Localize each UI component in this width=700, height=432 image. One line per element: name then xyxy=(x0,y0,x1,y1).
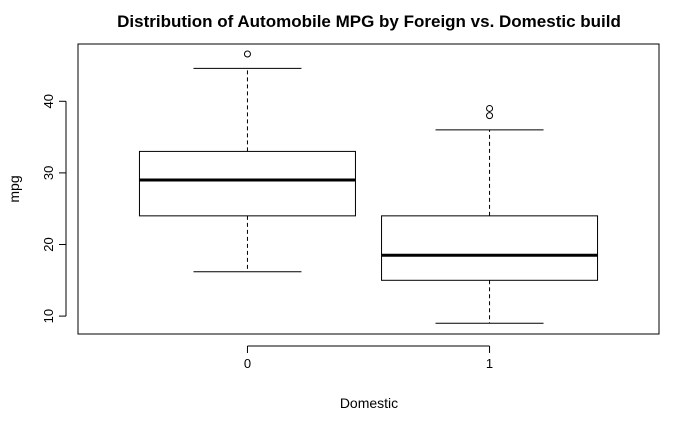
y-tick-label: 10 xyxy=(41,309,56,323)
y-tick-label: 40 xyxy=(41,94,56,108)
outlier-point xyxy=(486,104,494,112)
plot-frame xyxy=(77,43,660,335)
y-axis-label: mpg xyxy=(6,175,22,202)
x-tick-label: 0 xyxy=(244,356,251,371)
iqr-box xyxy=(381,215,599,281)
y-tick-label: 20 xyxy=(41,237,56,251)
boxes xyxy=(138,50,599,324)
x-tick-label: 1 xyxy=(486,356,493,371)
y-axis: 10 20 30 40 xyxy=(41,94,67,323)
chart-title: Distribution of Automobile MPG by Foreig… xyxy=(117,12,621,31)
x-axis-label: Domestic xyxy=(340,395,398,411)
box-1 xyxy=(381,104,599,324)
outlier-point xyxy=(243,50,251,58)
box-0 xyxy=(138,50,356,273)
outlier-point xyxy=(486,112,494,120)
y-tick-label: 30 xyxy=(41,166,56,180)
iqr-box xyxy=(138,150,356,217)
